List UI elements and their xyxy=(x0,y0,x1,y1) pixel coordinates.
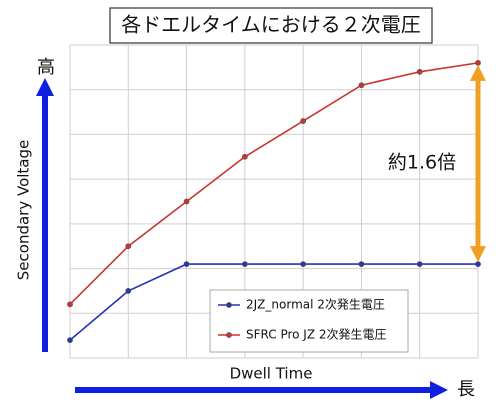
y-axis-label: Secondary Voltage xyxy=(15,140,33,280)
title-box xyxy=(109,7,433,44)
legend-box xyxy=(209,289,409,353)
y-high-label: 高 xyxy=(37,57,55,78)
data-point xyxy=(475,59,481,66)
annotation: 約1.6倍 xyxy=(388,152,456,174)
x-axis-label: Dwell Time xyxy=(230,365,313,383)
legend-label: SFRC Pro JZ 2次発生電圧 xyxy=(246,328,387,342)
data-point xyxy=(241,153,248,160)
data-point xyxy=(125,288,132,294)
data-point xyxy=(300,118,307,124)
x-long-label: 長 xyxy=(457,379,475,400)
annotation-arrowhead xyxy=(470,64,486,81)
series-line xyxy=(69,263,478,341)
data-point xyxy=(300,261,307,267)
legend-marker xyxy=(226,302,232,308)
legend-marker xyxy=(226,332,232,338)
data-point xyxy=(358,261,365,267)
annotation-arrowhead xyxy=(470,246,486,263)
data-point xyxy=(67,301,73,308)
x-axis-arrowhead xyxy=(430,381,448,399)
series-line xyxy=(69,62,479,305)
data-point xyxy=(183,198,190,205)
chart-title: 各ドエルタイムにおける２次電圧 xyxy=(121,13,421,37)
y-axis-arrowhead xyxy=(36,78,54,96)
data-point xyxy=(67,337,73,344)
data-point xyxy=(183,261,190,267)
data-point xyxy=(475,261,481,267)
data-point xyxy=(416,261,423,267)
data-point xyxy=(358,82,365,89)
data-point xyxy=(416,68,423,75)
legend-label: 2JZ_normal 2次発生電圧 xyxy=(246,298,385,312)
data-point xyxy=(125,243,132,250)
data-point xyxy=(241,261,248,267)
